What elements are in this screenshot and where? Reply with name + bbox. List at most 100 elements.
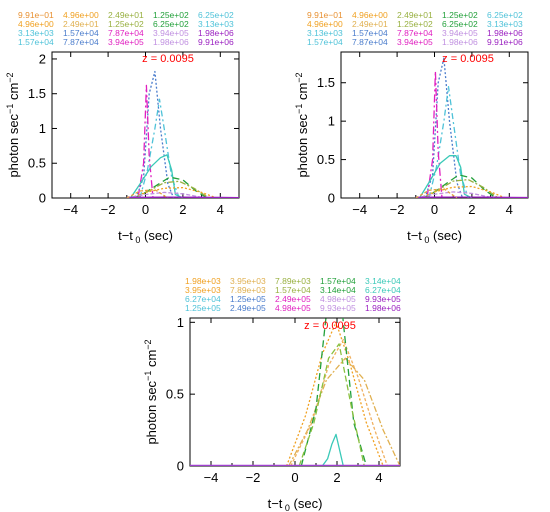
x-axis-label: t−t 0 (sec) [407,228,462,245]
legend-entry: 2.49e+05 [230,303,266,313]
legend-entry: 1.98e+06 [153,37,189,47]
legend-entry: 3.94e+05 [442,28,478,38]
legend-entry: 9.93e+05 [320,303,356,313]
x-tick-label: 2 [468,202,475,217]
series-line-8 [126,191,206,198]
legend-entry: 9.93e+05 [365,294,401,304]
y-tick-label: 1.5 [317,75,335,90]
legend-entry: 7.87e+04 [108,28,144,38]
legend-entry: 2.49e+01 [63,19,99,29]
x-tick-label: −4 [204,470,219,485]
legend-entry: 3.14e+04 [320,285,356,295]
chart-panel-2: 9.91e−01 4.96e+00 2.49e+01 1.25e+02 6.25e+02… [294,10,529,245]
chart-panel-1: 9.91e−01 4.96e+00 2.49e+01 1.25e+02 6.25e+02… [5,10,240,245]
legend-entry: 4.98e+05 [275,303,311,313]
legend: 1.98e+03 3.95e+03 7.89e+03 1.57e+04 3.14e+04… [185,276,401,313]
legend-entry: 1.57e+04 [63,28,99,38]
series-line-2 [139,98,180,198]
x-axis-label: t−t 0 (sec) [118,228,173,245]
y-tick-label: 0.5 [28,156,46,171]
series-line-7 [419,185,506,198]
series-line-1 [285,321,384,466]
series-line-2 [288,357,400,466]
x-tick-label: 0 [291,470,298,485]
legend-entry: 6.27e+04 [185,294,221,304]
legend-entry: 1.98e+06 [487,28,523,38]
legend-entry: 1.25e+02 [108,19,144,29]
legend-entry: 3.13e+03 [18,28,54,38]
y-tick-label: 1 [328,114,335,129]
legend-entry: 1.25e+02 [153,10,189,20]
series-line-4 [129,154,184,198]
series-line-8 [415,191,495,198]
legend-entry: 1.25e+02 [397,19,433,29]
x-tick-label: −2 [101,202,116,217]
legend-entry: 2.49e+01 [352,19,388,29]
y-tick-label: 0 [328,191,335,206]
series-group [190,318,400,466]
series-group [126,70,239,198]
y-tick-label: 1.5 [28,86,46,101]
y-tick-label: 0.5 [166,387,184,402]
x-tick-label: 2 [179,202,186,217]
legend-entry: 1.25e+05 [185,303,221,313]
legend-entry: 6.25e+02 [442,19,478,29]
legend-entry: 1.57e+04 [320,276,356,286]
legend-entry: 9.91e−01 [18,10,54,20]
plot-frame [340,51,529,199]
legend-entry: 7.89e+03 [230,285,266,295]
series-line-1 [424,57,464,198]
series-line-10 [415,188,458,198]
x-axis-label: t−t 0 (sec) [268,496,323,512]
y-axis-label: photon sec−1 cm−2 [294,72,310,177]
legend-entry: 6.25e+02 [487,10,523,20]
x-tick-label: 2 [333,470,340,485]
legend-entry: 3.14e+04 [365,276,401,286]
series-line-7 [130,186,217,198]
legend: 9.91e−01 4.96e+00 2.49e+01 1.25e+02 6.25e+02… [18,10,234,47]
legend-entry: 3.13e+03 [198,19,234,29]
y-tick-label: 2 [39,51,46,66]
legend-entry: 4.98e+05 [320,294,356,304]
legend-entry: 4.96e+00 [18,19,54,29]
y-tick-label: 0 [177,459,184,474]
legend-entry: 3.94e+05 [397,37,433,47]
legend-entry: 4.96e+00 [352,10,388,20]
x-tick-label: 4 [506,202,513,217]
series-line-5 [298,343,365,466]
legend-entry: 3.13e+03 [487,19,523,29]
series-line-4 [300,318,368,466]
legend-entry: 1.57e+04 [275,285,311,295]
legend-entry: 7.89e+03 [275,276,311,286]
legend-entry: 2.49e+01 [108,10,144,20]
x-tick-label: −2 [246,470,261,485]
x-tick-label: 4 [375,470,382,485]
legend-entry: 3.94e+05 [108,37,144,47]
redshift-annotation: z = 0.0095 [142,53,194,65]
legend-entry: 1.98e+06 [198,28,234,38]
legend-entry: 9.91e+06 [198,37,234,47]
redshift-annotation: z = 0.0095 [442,53,494,65]
legend-entry: 7.87e+04 [397,28,433,38]
legend-entry: 1.25e+05 [230,294,266,304]
redshift-annotation: z = 0.0095 [304,320,356,332]
y-tick-label: 0.5 [317,152,335,167]
legend-entry: 6.25e+02 [198,10,234,20]
legend-entry: 1.98e+03 [185,276,221,286]
series-line-6 [135,180,210,198]
x-tick-label: −4 [63,202,78,217]
legend-entry: 1.98e+06 [365,303,401,313]
y-tick-label: 0 [39,191,46,206]
x-tick-label: −2 [390,202,405,217]
legend-entry: 9.91e+06 [487,37,523,47]
y-tick-label: 1 [177,315,184,330]
series-line-10 [126,189,169,198]
chart-panel-3: 1.98e+03 3.95e+03 7.89e+03 1.57e+04 3.14e+04… [143,276,401,512]
legend-entry: 3.13e+03 [307,28,343,38]
legend-entry: 4.96e+00 [63,10,99,20]
x-tick-label: −4 [352,202,367,217]
legend-entry: 3.95e+03 [230,276,266,286]
y-tick-label: 1 [39,121,46,136]
legend-entry: 1.57e+04 [307,37,343,47]
